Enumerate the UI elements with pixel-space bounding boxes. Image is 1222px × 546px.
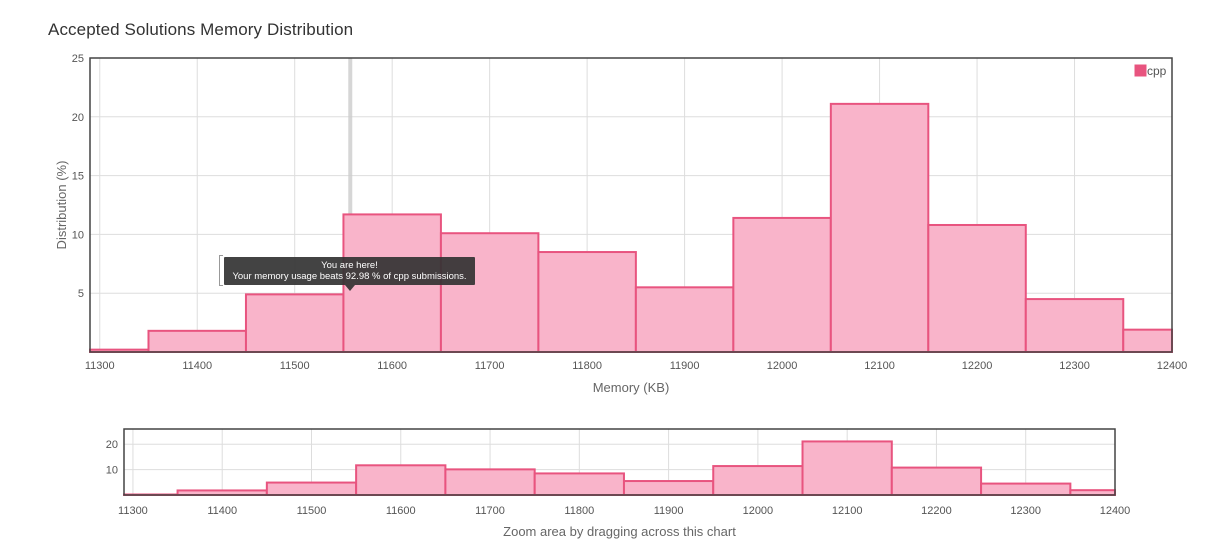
- nav-x-tick-label: 11900: [654, 505, 684, 517]
- main-bar[interactable]: [732, 216, 832, 353]
- main-bar[interactable]: [1024, 298, 1125, 353]
- main-x-tick-label: 11500: [280, 360, 310, 372]
- nav-bar[interactable]: [622, 480, 715, 496]
- nav-x-tick-label: 12100: [832, 505, 863, 517]
- nav-bar[interactable]: [533, 472, 625, 496]
- nav-x-tick-label: 11800: [564, 505, 594, 517]
- nav-x-tick-label: 11500: [297, 505, 327, 517]
- main-x-tick-label: 11800: [572, 360, 602, 372]
- nav-x-tick-label: 11400: [207, 505, 237, 517]
- main-bar[interactable]: [439, 232, 540, 353]
- nav-bar[interactable]: [265, 481, 358, 496]
- main-x-axis-label: Memory (KB): [593, 380, 670, 395]
- you-are-here-tooltip: You are here! Your memory usage beats 92…: [224, 257, 475, 291]
- main-bar[interactable]: [147, 329, 247, 353]
- legend-label-cpp: cpp: [1147, 64, 1167, 78]
- main-y-tick-label: 10: [72, 229, 84, 241]
- main-x-tick-label: 11400: [182, 360, 212, 372]
- nav-bar[interactable]: [355, 464, 447, 496]
- main-x-tick-label: 12200: [962, 360, 993, 372]
- nav-x-tick-label: 11700: [475, 505, 505, 517]
- main-x-tick-label: 11300: [85, 360, 115, 372]
- main-bar[interactable]: [244, 293, 345, 354]
- nav-plot-frame: [123, 428, 1116, 496]
- main-x-tick-label: 12400: [1157, 360, 1188, 372]
- main-y-tick-label: 15: [72, 171, 84, 183]
- main-x-tick-label: 12100: [864, 360, 895, 372]
- nav-x-tick-label: 12400: [1100, 505, 1131, 517]
- main-bar[interactable]: [1122, 328, 1173, 354]
- main-x-tick-label: 12000: [767, 360, 798, 372]
- nav-bar[interactable]: [801, 440, 893, 497]
- nav-bar[interactable]: [890, 466, 983, 497]
- nav-x-tick-label: 12300: [1010, 505, 1041, 517]
- nav-bar[interactable]: [980, 482, 1072, 497]
- main-bar[interactable]: [829, 102, 930, 353]
- nav-x-tick-label: 11300: [118, 505, 148, 517]
- main-x-tick-label: 11600: [377, 360, 407, 372]
- tooltip-title: You are here!: [321, 260, 378, 271]
- main-bar[interactable]: [927, 223, 1027, 354]
- nav-x-tick-label: 12200: [921, 505, 952, 517]
- you-are-here-marker: [348, 58, 353, 352]
- nav-x-tick-label: 11600: [386, 505, 416, 517]
- main-plot-frame: [89, 57, 1173, 353]
- nav-bar[interactable]: [444, 468, 536, 497]
- nav-y-tick-label: 20: [106, 439, 118, 451]
- main-y-axis-label: Distribution (%): [54, 161, 69, 250]
- nav-x-axis-label: Zoom area by dragging across this chart: [503, 524, 736, 539]
- chart-title: Accepted Solutions Memory Distribution: [48, 20, 354, 39]
- main-x-tick-label: 11900: [670, 360, 700, 372]
- main-x-tick-label: 11700: [475, 360, 505, 372]
- legend-swatch: [1134, 64, 1147, 77]
- main-x-tick-label: 12300: [1059, 360, 1090, 372]
- tooltip-body: Your memory usage beats 92.98 % of cpp s…: [232, 271, 467, 282]
- main-bar[interactable]: [634, 286, 735, 354]
- main-y-tick-label: 20: [72, 112, 84, 124]
- tooltip-bracket: [219, 255, 223, 286]
- main-y-tick-label: 25: [72, 53, 84, 65]
- main-y-tick-label: 5: [78, 288, 84, 300]
- main-bar[interactable]: [537, 251, 637, 353]
- nav-bar[interactable]: [712, 465, 804, 496]
- nav-x-tick-label: 12000: [743, 505, 774, 517]
- tooltip-arrow: [345, 285, 355, 291]
- nav-y-tick-label: 10: [106, 465, 118, 477]
